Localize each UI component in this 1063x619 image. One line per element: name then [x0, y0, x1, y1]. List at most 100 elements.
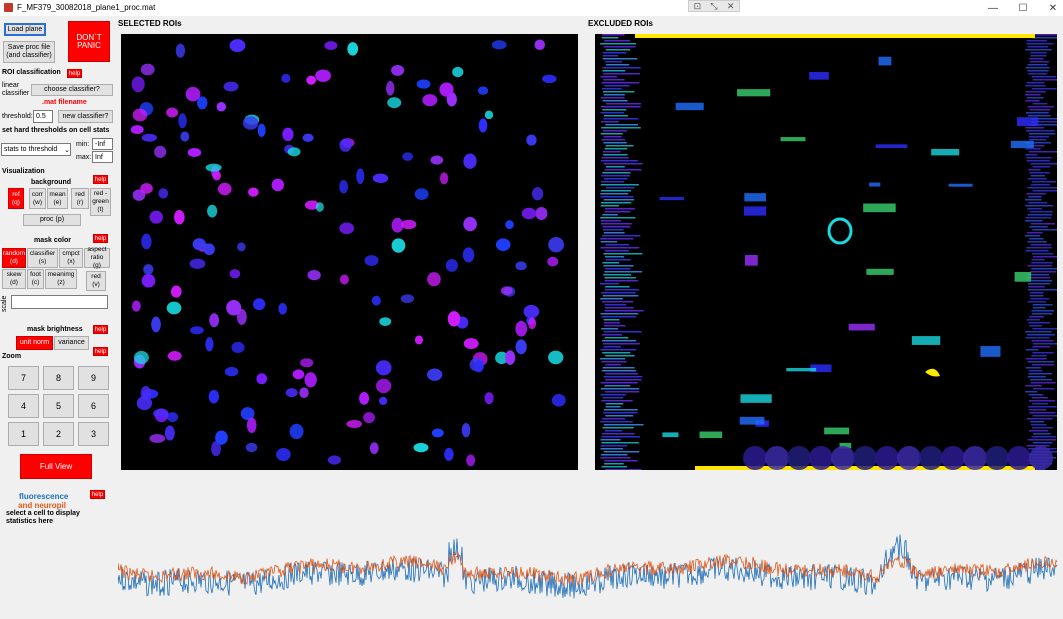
- roi-blob[interactable]: [391, 217, 404, 233]
- dont-panic-button[interactable]: DON`T PANIC: [68, 21, 110, 62]
- roi-blob[interactable]: [363, 412, 375, 424]
- zoom-key-6[interactable]: 6: [78, 394, 109, 418]
- maximize-button[interactable]: ☐: [1018, 2, 1028, 14]
- full-view-button[interactable]: Full View: [20, 454, 92, 479]
- roi-blob[interactable]: [528, 317, 537, 330]
- roi-blob[interactable]: [315, 69, 332, 82]
- roi-blob[interactable]: [526, 134, 537, 146]
- roi-blob[interactable]: [164, 425, 175, 441]
- roi-blob[interactable]: [245, 442, 258, 453]
- roi-blob[interactable]: [211, 441, 221, 457]
- roi-blob[interactable]: [315, 202, 324, 212]
- roi-blob[interactable]: [185, 86, 201, 102]
- roi-blob[interactable]: [151, 316, 161, 333]
- roi-blob[interactable]: [149, 433, 166, 443]
- roi-blob[interactable]: [302, 133, 314, 142]
- roi-blob[interactable]: [439, 82, 454, 97]
- roi-blob[interactable]: [212, 170, 221, 181]
- roi-blob[interactable]: [463, 217, 477, 232]
- roi-blob[interactable]: [364, 255, 379, 266]
- bg-button-3[interactable]: red (r): [71, 188, 89, 209]
- bg-button-0[interactable]: ref (q): [8, 188, 24, 209]
- roi-blob[interactable]: [414, 335, 424, 345]
- roi-blob[interactable]: [372, 173, 389, 184]
- roi-blob[interactable]: [203, 243, 215, 256]
- excluded-rois-image[interactable]: [595, 34, 1057, 470]
- roi-blob[interactable]: [416, 79, 431, 89]
- roi-blob[interactable]: [339, 222, 355, 235]
- roi-blob[interactable]: [140, 63, 155, 76]
- new-classifier-button[interactable]: new classifier?: [58, 110, 113, 123]
- roi-blob[interactable]: [551, 394, 566, 407]
- roi-blob[interactable]: [535, 206, 548, 221]
- roi-blob[interactable]: [257, 123, 266, 137]
- roi-blob[interactable]: [521, 207, 537, 220]
- roi-blob[interactable]: [140, 386, 152, 401]
- roi-blob[interactable]: [229, 39, 246, 53]
- roi-blob[interactable]: [141, 133, 157, 142]
- roi-blob[interactable]: [223, 81, 239, 92]
- roi-blob[interactable]: [167, 412, 179, 423]
- zoom-key-3[interactable]: 3: [78, 422, 109, 446]
- roi-blob[interactable]: [369, 442, 379, 455]
- roi-blob[interactable]: [130, 125, 144, 135]
- roi-blob[interactable]: [548, 350, 564, 365]
- roi-blob[interactable]: [427, 368, 443, 381]
- stats-select[interactable]: stats to threshold ⌄: [1, 143, 71, 156]
- zoom-key-9[interactable]: 9: [78, 366, 109, 390]
- roi-blob[interactable]: [385, 81, 395, 96]
- roi-blob[interactable]: [167, 351, 182, 361]
- roi-blob[interactable]: [531, 187, 544, 201]
- roi-blob[interactable]: [444, 447, 454, 461]
- roi-blob[interactable]: [205, 337, 214, 352]
- undock-icon[interactable]: ⊡: [693, 0, 702, 11]
- roi-blob[interactable]: [282, 127, 294, 142]
- load-plane-button[interactable]: Load plane: [4, 23, 46, 36]
- roi-blob[interactable]: [197, 96, 208, 110]
- roi-blob[interactable]: [375, 360, 392, 376]
- roi-blob[interactable]: [132, 300, 141, 312]
- roi-blob[interactable]: [217, 182, 232, 196]
- roi-blob[interactable]: [500, 286, 513, 296]
- roi-blob[interactable]: [207, 204, 218, 218]
- roi-blob[interactable]: [447, 311, 461, 327]
- zoom-key-8[interactable]: 8: [43, 366, 74, 390]
- roi-blob[interactable]: [371, 295, 381, 306]
- roi-blob[interactable]: [209, 313, 220, 328]
- roi-blob[interactable]: [240, 407, 255, 421]
- roi-blob[interactable]: [140, 183, 153, 194]
- roi-blob[interactable]: [462, 247, 475, 263]
- roi-blob[interactable]: [463, 338, 479, 349]
- roi-blob[interactable]: [473, 360, 484, 373]
- roi-blob[interactable]: [379, 396, 388, 405]
- roi-blob[interactable]: [400, 294, 415, 304]
- roi-blob[interactable]: [324, 41, 338, 50]
- mask-color-button-3[interactable]: aspect ratio (g): [84, 246, 110, 269]
- help-button-variance[interactable]: help: [93, 347, 108, 356]
- roi-blob[interactable]: [484, 110, 494, 120]
- roi-blob[interactable]: [170, 285, 182, 298]
- roi-blob[interactable]: [484, 392, 494, 405]
- roi-blob[interactable]: [523, 304, 540, 319]
- roi-blob[interactable]: [153, 408, 169, 419]
- roi-blob[interactable]: [391, 238, 406, 253]
- mask-color-button-0[interactable]: random (d): [2, 248, 26, 268]
- roi-blob[interactable]: [149, 210, 163, 224]
- trace-canvas[interactable]: [117, 472, 1058, 617]
- roi-blob[interactable]: [339, 274, 349, 285]
- roi-blob[interactable]: [289, 423, 304, 440]
- roi-blob[interactable]: [307, 270, 321, 281]
- roi-blob[interactable]: [131, 76, 145, 93]
- roi-blob[interactable]: [248, 187, 259, 197]
- roi-blob[interactable]: [430, 155, 444, 165]
- roi-blob[interactable]: [175, 43, 186, 58]
- roi-blob[interactable]: [427, 272, 441, 287]
- bg-button-1[interactable]: corr (w): [29, 188, 46, 209]
- roi-blob[interactable]: [547, 256, 559, 267]
- roi-blob[interactable]: [287, 147, 301, 157]
- roi-blob[interactable]: [339, 138, 352, 152]
- roi-blob[interactable]: [192, 238, 206, 251]
- roi-blob[interactable]: [226, 299, 242, 316]
- roi-blob[interactable]: [271, 178, 285, 192]
- roi-blob[interactable]: [299, 387, 309, 399]
